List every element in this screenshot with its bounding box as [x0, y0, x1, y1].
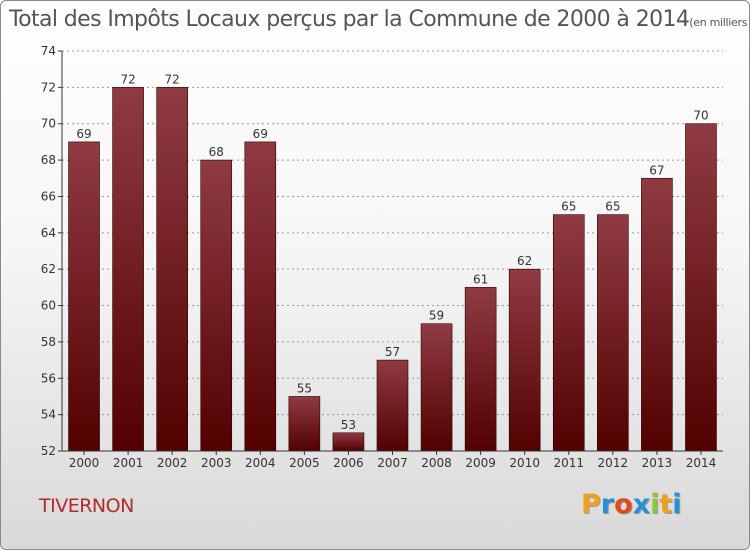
y-tick-label: 70	[41, 117, 56, 131]
bar	[641, 177, 673, 452]
bar-value-label: 67	[649, 163, 664, 177]
chart-title: Total des Impôts Locaux perçus par la Co…	[9, 7, 749, 32]
x-tick-label: 2002	[157, 456, 188, 470]
x-tick-label: 2013	[642, 456, 673, 470]
chart-subtitle: (en milliers d'€)	[689, 16, 749, 29]
logo-letter: P	[581, 489, 601, 520]
bar	[420, 323, 453, 452]
x-tick-label: 2012	[598, 456, 629, 470]
bar-value-label: 62	[517, 254, 532, 268]
y-tick-label: 52	[41, 444, 56, 458]
x-tick-label: 2003	[201, 456, 232, 470]
bar	[288, 396, 321, 452]
bar-value-label: 65	[561, 200, 576, 214]
x-tick-label: 2006	[333, 456, 364, 470]
x-tick-label: 2008	[421, 456, 452, 470]
bar-value-label: 55	[297, 381, 312, 395]
bar	[552, 214, 585, 452]
bar-value-label: 53	[341, 418, 356, 432]
proxiti-logo: Proxiti	[581, 489, 682, 520]
bar-value-label: 61	[473, 272, 488, 286]
bar-value-label: 57	[385, 345, 400, 359]
bar	[464, 287, 497, 452]
chart-title-text: Total des Impôts Locaux perçus par la Co…	[9, 7, 690, 32]
x-tick-label: 2014	[686, 456, 717, 470]
bar	[244, 141, 277, 452]
y-tick-label: 54	[41, 408, 56, 422]
y-tick-label: 64	[41, 226, 56, 240]
bar	[597, 214, 629, 452]
x-tick-label: 2001	[113, 456, 144, 470]
bar-value-label: 65	[605, 200, 620, 214]
y-tick-label: 66	[41, 189, 56, 203]
bar-value-label: 72	[120, 72, 135, 86]
bar	[68, 141, 100, 452]
commune-name: TIVERNON	[39, 495, 134, 517]
bar-value-label: 70	[693, 109, 708, 123]
x-tick-label: 2004	[245, 456, 276, 470]
bar-value-label: 68	[209, 145, 224, 159]
bar-value-label: 69	[76, 127, 91, 141]
bar-value-label: 69	[253, 127, 268, 141]
bar	[508, 268, 541, 452]
bar	[112, 87, 144, 452]
x-tick-label: 2010	[509, 456, 540, 470]
bar-value-label: 72	[165, 72, 180, 86]
bar	[200, 159, 233, 452]
x-tick-label: 2009	[465, 456, 496, 470]
y-tick-label: 72	[41, 80, 56, 94]
x-tick-label: 2005	[289, 456, 320, 470]
logo-letter: i	[650, 489, 660, 520]
y-tick-label: 74	[41, 44, 56, 58]
x-tick-label: 2007	[377, 456, 408, 470]
y-tick-label: 68	[41, 153, 56, 167]
bar	[376, 359, 409, 452]
bar	[685, 123, 717, 452]
logo-letter: i	[672, 489, 682, 520]
x-tick-label: 2011	[553, 456, 584, 470]
y-tick-label: 58	[41, 335, 56, 349]
logo-letter: t	[659, 489, 673, 520]
logo-letter: x	[632, 489, 651, 520]
bar-value-label: 59	[429, 309, 444, 323]
bar	[332, 432, 365, 452]
y-tick-label: 60	[41, 299, 56, 313]
bar	[156, 87, 188, 452]
x-tick-label: 2000	[69, 456, 100, 470]
logo-letter: r	[600, 489, 615, 520]
y-tick-label: 56	[41, 371, 56, 385]
y-tick-label: 62	[41, 262, 56, 276]
logo-letter: o	[614, 489, 633, 520]
